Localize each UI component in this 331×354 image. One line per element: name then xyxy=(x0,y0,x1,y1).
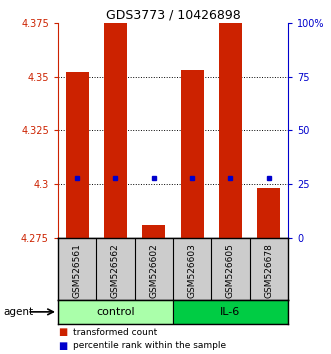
Text: transformed count: transformed count xyxy=(73,328,157,337)
Text: percentile rank within the sample: percentile rank within the sample xyxy=(73,341,226,350)
Text: GSM526602: GSM526602 xyxy=(149,243,158,298)
Title: GDS3773 / 10426898: GDS3773 / 10426898 xyxy=(106,9,240,22)
Text: control: control xyxy=(96,307,135,317)
Bar xyxy=(104,23,127,238)
Text: ■: ■ xyxy=(58,327,67,337)
Text: GSM526605: GSM526605 xyxy=(226,243,235,298)
Text: GSM526562: GSM526562 xyxy=(111,243,120,298)
Bar xyxy=(181,70,204,238)
Text: GSM526603: GSM526603 xyxy=(188,243,197,298)
Text: IL-6: IL-6 xyxy=(220,307,241,317)
Text: ■: ■ xyxy=(58,341,67,350)
Bar xyxy=(58,300,173,324)
Bar xyxy=(173,300,288,324)
Bar xyxy=(66,73,89,238)
Bar xyxy=(257,188,280,238)
Bar xyxy=(219,23,242,238)
Text: GSM526561: GSM526561 xyxy=(72,243,82,298)
Bar xyxy=(142,225,165,238)
Text: agent: agent xyxy=(3,307,33,317)
Text: GSM526678: GSM526678 xyxy=(264,243,273,298)
